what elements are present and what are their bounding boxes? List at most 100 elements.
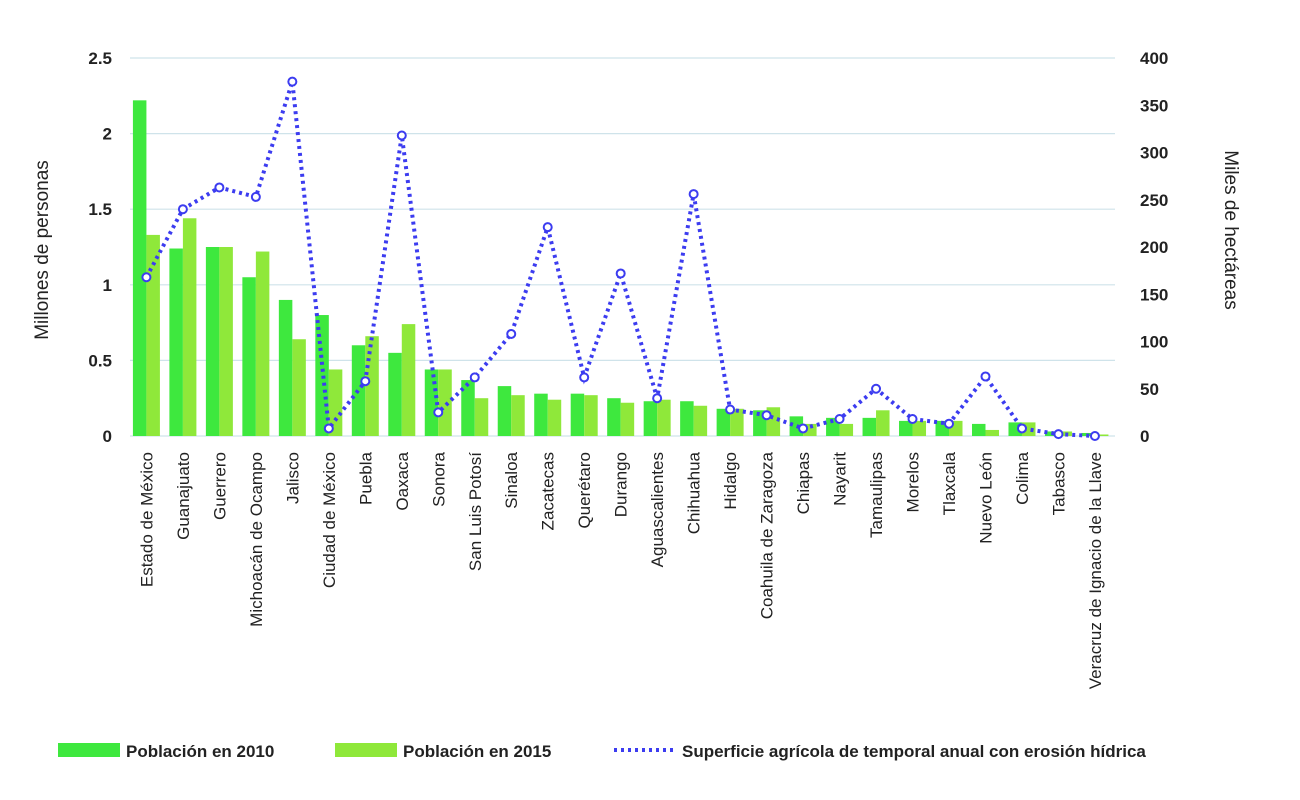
bar-2015	[657, 399, 671, 436]
legend-swatch-2010	[58, 743, 120, 757]
category-label: Tamaulipas	[867, 452, 886, 538]
bar-2010	[570, 393, 585, 436]
bar-2010	[716, 408, 731, 436]
legend-label-line: Superficie agrícola de temporal anual co…	[682, 742, 1146, 761]
line-point	[1016, 423, 1027, 434]
line-point	[433, 407, 444, 418]
category-label: Guerrero	[210, 452, 229, 520]
bar-2010	[862, 417, 877, 436]
bar-2015	[511, 395, 525, 436]
bars	[132, 100, 1109, 436]
line-point	[396, 130, 407, 141]
line-point	[652, 393, 663, 404]
right-tick-label: 250	[1140, 191, 1168, 210]
category-label: Aguascalientes	[648, 452, 667, 567]
line-point	[615, 268, 626, 279]
category-label: Tabasco	[1049, 452, 1068, 515]
line-point	[944, 418, 955, 429]
bar-2010	[205, 247, 220, 436]
bar-2010	[242, 277, 256, 436]
bar-2015	[985, 429, 999, 436]
left-tick-label: 1.5	[88, 200, 112, 219]
bar-2015	[292, 339, 306, 436]
right-tick-label: 300	[1140, 144, 1168, 163]
category-label: Puebla	[356, 451, 375, 504]
line-point	[725, 404, 736, 415]
category-label: Tlaxcala	[940, 451, 959, 515]
line-point	[360, 376, 371, 387]
line-point	[798, 423, 809, 434]
bar-2015	[584, 395, 598, 436]
line-point	[323, 423, 334, 434]
left-axis-title: Millones de personas	[32, 160, 53, 340]
bar-2015	[438, 369, 452, 436]
bar-2015	[219, 247, 233, 436]
line-point	[834, 413, 845, 424]
line-point	[761, 410, 772, 421]
category-label: Nayarit	[831, 452, 850, 506]
bar-2015	[328, 369, 343, 436]
bar-2010	[643, 401, 658, 436]
bar-2015	[182, 218, 197, 436]
bar-2015	[365, 336, 379, 436]
right-tick-label: 100	[1140, 333, 1168, 352]
category-label: Nuevo León	[976, 452, 995, 544]
category-label: Chiapas	[794, 452, 813, 514]
category-label: Hidalgo	[721, 452, 740, 510]
category-label: Veracruz de Ignacio de la Llave	[1086, 452, 1105, 689]
line-point	[214, 182, 225, 193]
bar-2015	[474, 398, 489, 436]
bar-2010	[461, 380, 475, 436]
right-axis-ticks: 0 50 100 150 200 250 300 350 400	[1140, 49, 1168, 446]
right-axis-title: Miles de hectáreas	[1220, 150, 1241, 309]
legend-swatch-2015	[335, 743, 397, 757]
category-label: Colima	[1013, 451, 1032, 504]
category-labels: Estado de México Guanajuato Guerrero Michoa…	[137, 451, 1105, 689]
line-point	[287, 76, 298, 87]
line-point	[907, 413, 918, 424]
category-label: Chihuahua	[685, 451, 704, 534]
left-tick-label: 1	[103, 276, 112, 295]
right-tick-label: 0	[1140, 427, 1149, 446]
bar-2010	[899, 420, 913, 436]
category-label: Michoacán de Ocampo	[247, 452, 266, 627]
bar-2015	[912, 420, 927, 436]
bar-2015	[547, 399, 562, 436]
legend-label-2010: Población en 2010	[126, 742, 274, 761]
line-point	[871, 383, 882, 394]
bar-2015	[730, 408, 744, 436]
bar-2010	[534, 393, 548, 436]
category-label: Jalisco	[283, 452, 302, 504]
category-label: Durango	[612, 452, 631, 517]
left-axis-ticks: 0 0.5 1 1.5 2 2.5	[88, 49, 112, 446]
bar-2010	[971, 423, 986, 436]
category-label: Ciudad de México	[320, 452, 339, 588]
bar-2010	[278, 299, 293, 436]
category-label: San Luis Potosí	[466, 452, 485, 571]
category-label: Oaxaca	[393, 451, 412, 510]
category-label: Zacatecas	[539, 452, 558, 530]
right-tick-label: 50	[1140, 380, 1159, 399]
bar-2015	[693, 405, 708, 436]
line-point	[579, 372, 590, 383]
bar-2015	[255, 251, 270, 436]
line-point	[980, 371, 991, 382]
line-point	[177, 204, 188, 215]
bar-2010	[388, 352, 402, 436]
left-tick-label: 2	[103, 125, 112, 144]
line-point	[542, 222, 553, 233]
line-point	[688, 189, 699, 200]
bar-2010	[351, 345, 366, 436]
category-label: Coahuila de Zaragoza	[758, 451, 777, 619]
category-label: Sonora	[429, 451, 448, 506]
bar-2015	[876, 410, 890, 436]
bar-2015	[620, 402, 635, 436]
legend-label-2015: Población en 2015	[403, 742, 551, 761]
gridlines	[130, 57, 1115, 437]
bar-2015	[1094, 434, 1109, 436]
right-tick-label: 150	[1140, 285, 1168, 304]
line-point	[141, 272, 152, 283]
category-label: Estado de México	[137, 452, 156, 587]
right-tick-label: 350	[1140, 96, 1168, 115]
